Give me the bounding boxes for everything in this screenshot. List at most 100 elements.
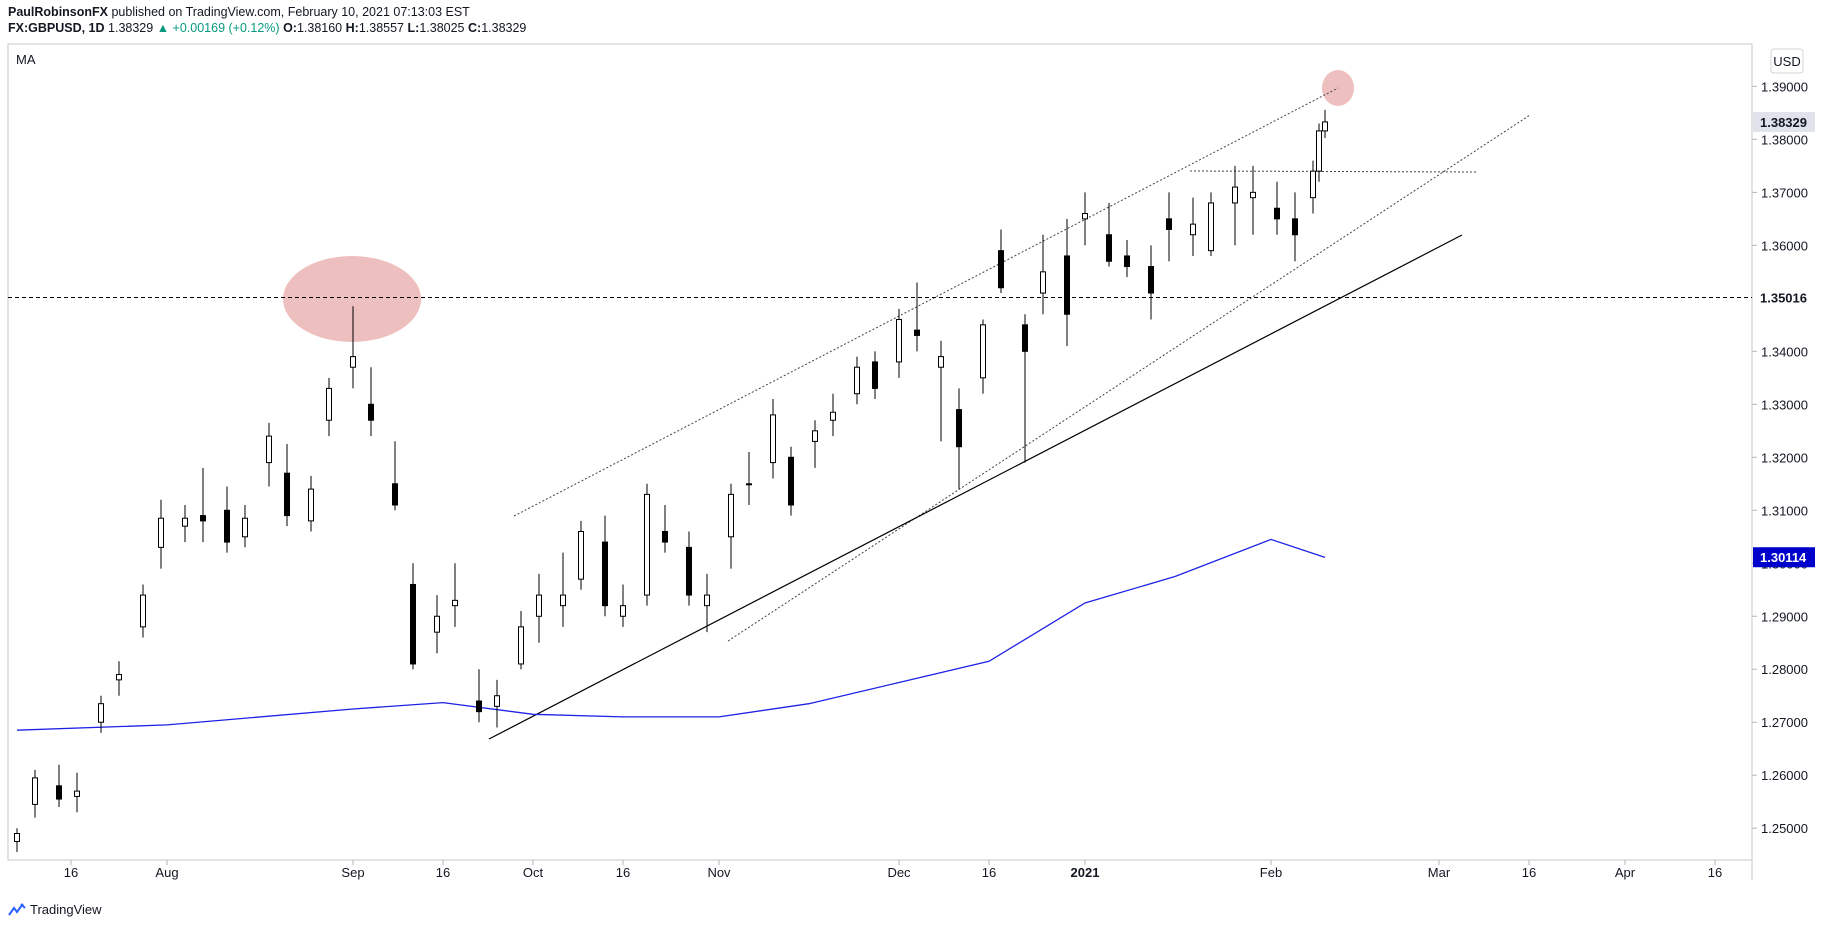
candle-body bbox=[98, 703, 104, 723]
price-change: ▲ +0.00169 (+0.12%) bbox=[156, 21, 280, 35]
price-tick-label: 1.32000 bbox=[1761, 450, 1808, 465]
time-tick-label: 16 bbox=[982, 865, 996, 880]
candle-body bbox=[1322, 121, 1328, 132]
price-tags: 1.38329 1.35016 1.30114 bbox=[1752, 111, 1816, 568]
candle-body bbox=[1124, 255, 1130, 268]
price-tick-label: 1.37000 bbox=[1761, 185, 1808, 200]
candle-body bbox=[578, 530, 584, 580]
price-axis[interactable]: 1.250001.260001.270001.280001.290001.300… bbox=[1752, 79, 1808, 836]
time-axis[interactable]: 16 Aug Sep 16 Oct 16 Nov Dec 16 2021 Feb Mar 16 Apr 16 bbox=[64, 860, 1722, 880]
last-price: 1.38329 bbox=[108, 21, 154, 35]
candle-body bbox=[854, 366, 860, 395]
candle-body bbox=[686, 546, 692, 596]
candles[interactable] bbox=[14, 109, 1328, 853]
candle-body bbox=[896, 319, 902, 363]
price-tag-label: 1.38329 bbox=[1760, 115, 1807, 130]
candle-body bbox=[662, 530, 668, 543]
price-tick-label: 1.34000 bbox=[1761, 344, 1808, 359]
time-tick-label: Dec bbox=[887, 865, 911, 880]
candle-body bbox=[182, 517, 188, 527]
candle-body bbox=[1064, 255, 1070, 315]
price-tick-label: 1.25000 bbox=[1761, 821, 1808, 836]
author-name[interactable]: PaulRobinsonFX bbox=[8, 5, 108, 19]
candle-body bbox=[872, 361, 878, 389]
candle-body bbox=[602, 541, 608, 607]
candle-body bbox=[1250, 191, 1256, 199]
price-tick-label: 1.31000 bbox=[1761, 503, 1808, 518]
footer-brand[interactable]: TradingView bbox=[30, 902, 102, 917]
price-tick-label: 1.27000 bbox=[1761, 715, 1808, 730]
candle-body bbox=[644, 493, 650, 596]
high-value: 1.38557 bbox=[358, 21, 405, 35]
candle-body bbox=[704, 594, 710, 607]
candle-body bbox=[1082, 213, 1088, 220]
candle-body bbox=[938, 356, 944, 368]
close-label: C: bbox=[467, 21, 482, 35]
candle-body bbox=[746, 483, 752, 486]
low-value: 1.38025 bbox=[419, 21, 465, 35]
time-tick-label: 2021 bbox=[1071, 865, 1100, 880]
price-tag-label: 1.30114 bbox=[1760, 550, 1807, 565]
highlight-ellipse-sep-high bbox=[283, 256, 421, 342]
ma-line[interactable] bbox=[16, 538, 1326, 731]
candle-body bbox=[1310, 170, 1316, 199]
candle-body bbox=[410, 583, 416, 665]
candle-body bbox=[1232, 186, 1238, 204]
candle-body bbox=[1148, 266, 1154, 294]
time-tick-label: Aug bbox=[155, 865, 178, 880]
published-text: published on TradingView.com, February 1… bbox=[108, 5, 470, 19]
price-tick-label: 1.38000 bbox=[1761, 132, 1808, 147]
candle-body bbox=[494, 695, 500, 707]
candle-body bbox=[1040, 271, 1046, 294]
candle-body bbox=[914, 329, 920, 336]
candle-body bbox=[518, 626, 524, 665]
support-trendline[interactable] bbox=[488, 234, 1463, 740]
candle-body bbox=[536, 594, 542, 617]
resistance-line[interactable] bbox=[1189, 170, 1479, 173]
price-tag-label: 1.35016 bbox=[1760, 290, 1807, 305]
candle-body bbox=[1274, 207, 1280, 220]
indicator-label[interactable]: MA bbox=[16, 52, 36, 67]
time-tick-label: 16 bbox=[64, 865, 78, 880]
highlight-ellipse-channel-top bbox=[1322, 70, 1354, 106]
symbol-label[interactable]: FX:GBPUSD, 1D bbox=[8, 21, 105, 35]
time-tick-label: 16 bbox=[1708, 865, 1722, 880]
publish-line: PaulRobinsonFX published on TradingView.… bbox=[8, 4, 526, 20]
candle-body bbox=[1292, 218, 1298, 236]
candle-body bbox=[1208, 202, 1214, 252]
time-tick-label: 16 bbox=[616, 865, 630, 880]
candle-body bbox=[368, 403, 374, 421]
candle-body bbox=[998, 250, 1004, 289]
tradingview-logo-icon bbox=[8, 902, 26, 916]
candle-body bbox=[620, 605, 626, 617]
candle-body bbox=[452, 599, 458, 607]
currency-button[interactable]: USD bbox=[1770, 48, 1804, 74]
time-tick-label: Apr bbox=[1615, 865, 1636, 880]
candle-body bbox=[560, 594, 566, 607]
candle-body bbox=[140, 594, 146, 628]
footer: TradingView bbox=[8, 902, 102, 917]
price-tick-label: 1.33000 bbox=[1761, 397, 1808, 412]
time-tick-label: Feb bbox=[1260, 865, 1282, 880]
candle-body bbox=[392, 483, 398, 506]
candle-body bbox=[476, 700, 482, 713]
time-tick-label: Nov bbox=[707, 865, 731, 880]
candle-body bbox=[74, 790, 80, 797]
candle-body bbox=[326, 387, 332, 421]
channel-upper-line[interactable] bbox=[513, 87, 1339, 517]
high-label: H: bbox=[345, 21, 359, 35]
candle-body bbox=[242, 517, 248, 538]
price-tick-label: 1.26000 bbox=[1761, 768, 1808, 783]
candle-body bbox=[770, 414, 776, 464]
open-value: 1.38160 bbox=[296, 21, 343, 35]
candle-body bbox=[728, 493, 734, 538]
candle-body bbox=[266, 435, 272, 464]
price-tick-label: 1.39000 bbox=[1761, 79, 1808, 94]
candle-body bbox=[956, 409, 962, 448]
currency-button-label: USD bbox=[1773, 54, 1800, 69]
time-tick-label: Sep bbox=[341, 865, 364, 880]
candle-body bbox=[284, 472, 290, 517]
channel-lower-line[interactable] bbox=[727, 114, 1531, 642]
low-label: L: bbox=[407, 21, 420, 35]
